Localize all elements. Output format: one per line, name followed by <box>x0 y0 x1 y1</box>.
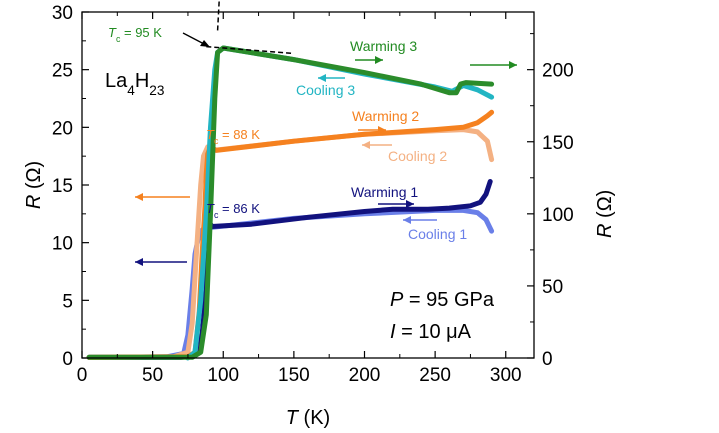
left-axis-arrow-warming2head <box>135 193 143 201</box>
pressure-label: P = 95 GPa <box>390 289 495 311</box>
cooling1-label: Cooling 1 <box>408 226 467 242</box>
tc-pointer-arrowhead <box>200 40 210 47</box>
y-right-tick-label: 150 <box>542 133 574 154</box>
compound-label: La4H23 <box>105 70 164 98</box>
tc-label: Tc = 86 K <box>206 201 260 220</box>
x-axis-label: T (K) <box>286 407 330 429</box>
y-tick-label: 20 <box>52 118 73 139</box>
tc-label: Tc = 88 K <box>206 127 260 146</box>
y-tick-label: 15 <box>52 176 73 197</box>
cooling3-label: Cooling 3 <box>296 82 355 98</box>
cooling2-arrowhead <box>362 141 370 149</box>
tc-fit-dashed-line <box>216 0 220 31</box>
warming3-arrowhead <box>375 56 383 64</box>
y-tick-label: 30 <box>52 3 73 24</box>
x-tick-label: 250 <box>419 365 451 386</box>
y-right-tick-label: 50 <box>542 277 563 298</box>
x-tick-label: 200 <box>349 365 381 386</box>
x-tick-label: 150 <box>278 365 310 386</box>
x-tick-label: 50 <box>142 365 163 386</box>
warming1-label: Warming 1 <box>351 184 418 200</box>
warming3-label: Warming 3 <box>350 38 417 54</box>
x-tick-label: 100 <box>207 365 239 386</box>
y-tick-label: 25 <box>52 61 73 82</box>
y-right-tick-label: 200 <box>542 61 574 82</box>
cooling1-arrowhead <box>403 216 411 224</box>
current-label: I = 10 μA <box>390 321 472 343</box>
left-axis-arrow-warming1head <box>135 258 143 266</box>
cooling2-label: Cooling 2 <box>388 148 447 164</box>
y-right-tick-label: 100 <box>542 205 574 226</box>
warming1-arrowhead <box>406 200 414 208</box>
tc-label: Tc = 95 K <box>108 25 162 44</box>
y-tick-label: 0 <box>62 349 73 370</box>
cooling3-arrowhead <box>318 74 326 82</box>
y-right-tick-label: 0 <box>542 349 553 370</box>
normal-state-fit-dashed-line <box>206 45 294 55</box>
y-tick-label: 5 <box>62 291 73 312</box>
y-tick-label: 10 <box>52 234 73 255</box>
y-axis-label: R (Ω) <box>23 161 45 209</box>
warming2-label: Warming 2 <box>352 108 419 124</box>
y-right-axis-label: R (Ω) <box>594 190 616 238</box>
x-tick-label: 300 <box>490 365 522 386</box>
x-tick-label: 0 <box>77 365 88 386</box>
warming2-arrowhead <box>378 126 386 134</box>
right-axis-arrow-warming3head <box>509 61 517 69</box>
